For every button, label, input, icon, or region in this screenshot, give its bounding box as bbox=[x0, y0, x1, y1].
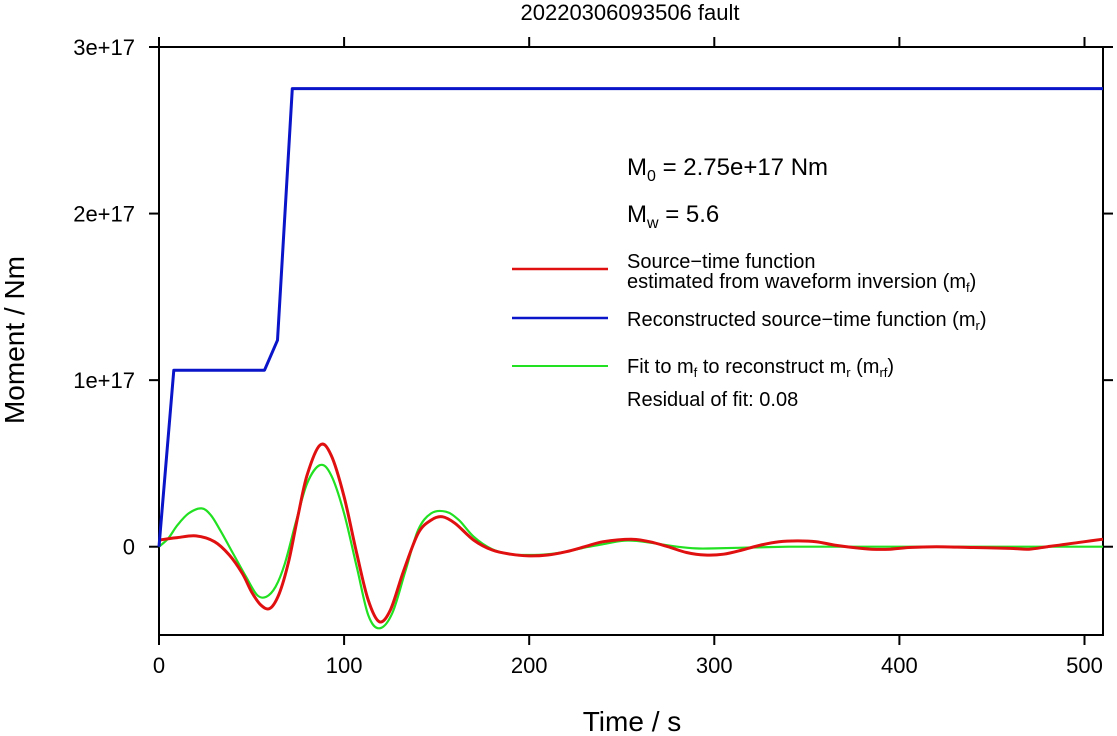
legend-green-sub1: f bbox=[694, 365, 698, 380]
legend-blue-label: Reconstructed source−time function (mr) bbox=[627, 309, 987, 333]
residual-annotation: Residual of fit: 0.08 bbox=[627, 389, 798, 411]
x-tick-label: 300 bbox=[696, 653, 733, 678]
legend-blue-label-b: ) bbox=[980, 309, 987, 331]
legend-green-label-c: (m bbox=[851, 356, 880, 378]
y-axis-label: Moment / Nm bbox=[0, 256, 30, 424]
legend-green-label-d: ) bbox=[887, 356, 894, 378]
axis-ticks bbox=[149, 37, 1113, 645]
x-tick-label: 100 bbox=[326, 653, 363, 678]
x-tick-label: 0 bbox=[153, 653, 165, 678]
m0-subscript: 0 bbox=[647, 168, 656, 185]
x-tick-label: 500 bbox=[1066, 653, 1103, 678]
series-lines bbox=[157, 87, 1104, 630]
legend-red-label-a: estimated from waveform inversion (m bbox=[627, 271, 966, 293]
y-tick-label: 0 bbox=[123, 535, 135, 560]
chart-title: 20220306093506 fault bbox=[521, 0, 740, 25]
legend-green-sub2: r bbox=[846, 365, 851, 380]
plot-frame bbox=[158, 46, 1104, 636]
legend-red-sub: f bbox=[966, 280, 970, 295]
y-tick-label: 1e+17 bbox=[73, 368, 135, 393]
mw-symbol: M bbox=[627, 201, 647, 228]
legend-red-label-line1: Source−time function bbox=[627, 251, 815, 273]
legend-blue-label-a: Reconstructed source−time function (m bbox=[627, 309, 976, 331]
series-line-mrf bbox=[158, 463, 1103, 630]
mw-annotation: Mw = 5.6 bbox=[627, 201, 719, 232]
mw-subscript: w bbox=[646, 215, 659, 232]
legend-green-sub3: rf bbox=[879, 365, 887, 380]
y-tick-label: 3e+17 bbox=[73, 35, 135, 60]
axis-tick-labels: 0 100 200 300 400 500 0 1e+17 2e+17 3e+17 bbox=[73, 35, 1103, 678]
legend-green-label-b: to reconstruct m bbox=[697, 356, 846, 378]
x-tick-label: 200 bbox=[511, 653, 548, 678]
y-tick-label: 2e+17 bbox=[73, 202, 135, 227]
mw-value: = 5.6 bbox=[659, 201, 720, 228]
legend-blue-sub: r bbox=[976, 318, 981, 333]
legend-red-label-line2: estimated from waveform inversion (mf) bbox=[627, 271, 976, 295]
m0-annotation: M0 = 2.75e+17 Nm bbox=[627, 154, 828, 185]
legend-green-label-a: Fit to m bbox=[627, 356, 694, 378]
m0-value: = 2.75e+17 Nm bbox=[656, 154, 828, 181]
legend: Source−time function estimated from wave… bbox=[512, 251, 987, 411]
x-axis-label: Time / s bbox=[583, 706, 682, 736]
series-line-mr bbox=[157, 87, 1103, 547]
legend-green-label: Fit to mf to reconstruct mr (mrf) bbox=[627, 356, 894, 380]
series-line-mf bbox=[158, 442, 1104, 624]
m0-symbol: M bbox=[627, 154, 647, 181]
x-tick-label: 400 bbox=[881, 653, 918, 678]
legend-red-label-b: ) bbox=[970, 271, 977, 293]
